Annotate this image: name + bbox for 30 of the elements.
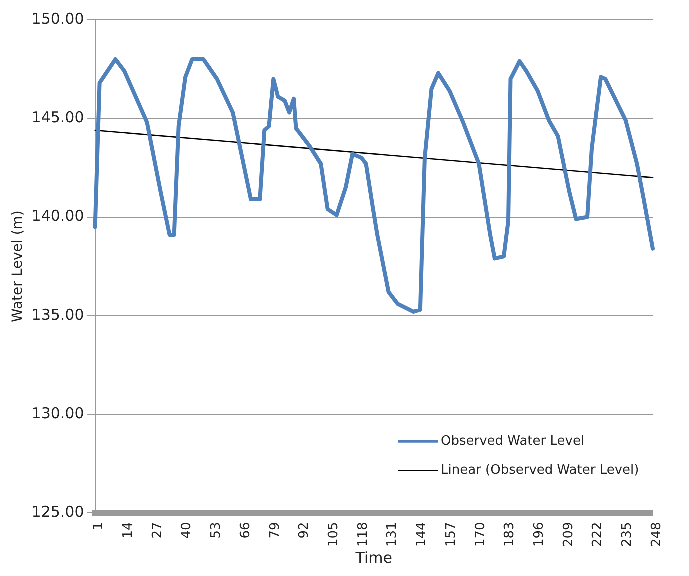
x-tick-label: 183: [502, 522, 518, 548]
legend-label: Observed Water Level: [441, 434, 585, 450]
x-tick-label: 209: [561, 522, 576, 548]
x-tick-label: 1: [92, 522, 107, 530]
x-tick-label: 144: [414, 522, 430, 548]
x-tick-label: 66: [238, 522, 254, 539]
x-tick-label: 27: [150, 522, 166, 539]
x-tick-label: 248: [649, 522, 664, 548]
y-tick-label: 140.00: [32, 207, 84, 226]
y-tick-label: 125.00: [32, 503, 84, 522]
x-tick-label: 196: [532, 522, 547, 548]
y-axis-title: Water Level (m): [10, 210, 26, 322]
legend-label: Linear (Observed Water Level): [441, 463, 640, 478]
x-tick-label: 105: [326, 522, 342, 548]
y-tick-label: 150.00: [32, 10, 84, 28]
x-tick-label: 222: [590, 522, 606, 548]
x-tick-label: 53: [209, 522, 224, 539]
x-tick-label: 14: [121, 522, 136, 539]
x-tick-label: 118: [356, 522, 371, 548]
x-tick-label: 157: [444, 522, 459, 548]
x-tick-label: 40: [180, 522, 195, 539]
y-tick-label: 145.00: [32, 108, 84, 127]
x-tick-label: 131: [385, 522, 400, 548]
x-axis-title: Time: [354, 548, 392, 567]
x-tick-label: 92: [297, 522, 312, 539]
y-tick-label: 135.00: [32, 306, 84, 324]
x-tick-label: 170: [473, 522, 488, 548]
x-tick-label: 79: [268, 522, 283, 539]
x-tick-label: 235: [620, 522, 636, 548]
y-tick-label: 130.00: [32, 404, 84, 422]
